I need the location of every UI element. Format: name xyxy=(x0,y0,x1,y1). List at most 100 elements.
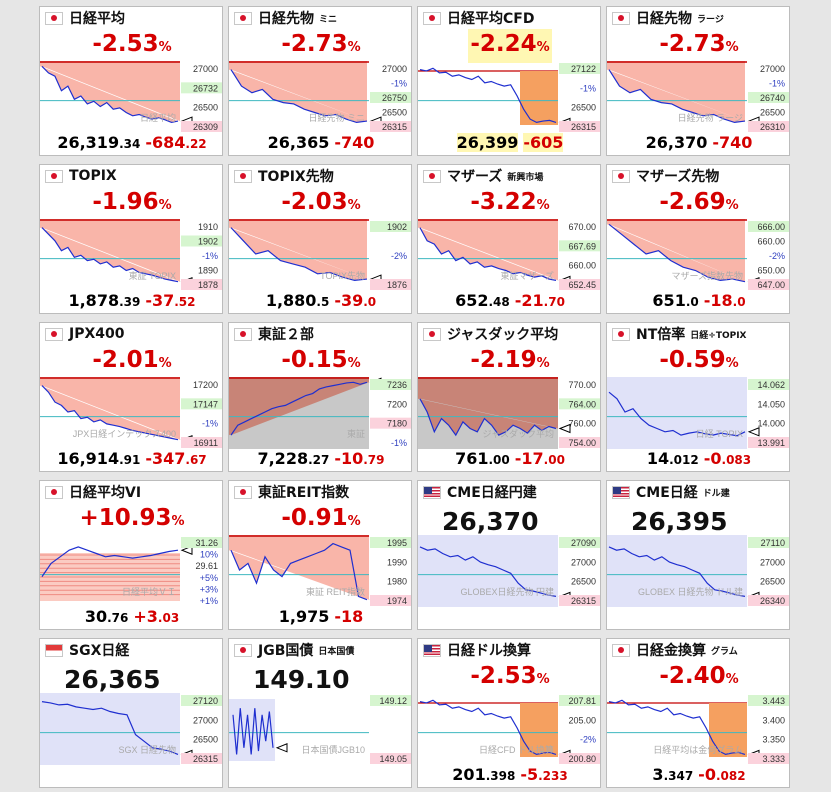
axis-label: 26740 xyxy=(760,93,785,103)
axis-label: 670.00 xyxy=(568,222,596,232)
tile-nt-ratio[interactable]: NT倍率 日経÷TOPIX -0.59% 日経 TOPIX 14.062 14.050 14… xyxy=(606,322,790,472)
tile-footer: 761.00 -17.00 xyxy=(418,449,600,468)
axis-label: 26500 xyxy=(760,108,785,118)
tile-topix[interactable]: TOPIX -1.96% 東証 TOPIX 1910 1902 -1% 1890 1878 1,… xyxy=(39,164,223,314)
high-tag xyxy=(370,221,411,232)
axis-label: 14.050 xyxy=(757,399,785,409)
tile-reit[interactable]: 東証REIT指数 -0.91% 東証 REIT指数 1995 1990 1980 1974 1… xyxy=(228,480,412,630)
price-change-int: -21 xyxy=(514,291,544,310)
tile-footer: 26,319.34 -684.22 xyxy=(40,133,222,152)
price-value: 26,365 xyxy=(64,665,161,694)
last-price: 16,914.91 xyxy=(57,449,140,468)
chart-watermark: 日経平均 xyxy=(140,112,176,123)
tile-nikkei-large[interactable]: 日経先物 ラージ -2.73% 日経先物 ラージ 27000 -1% 26740 26500 2… xyxy=(606,6,790,156)
percent-value: -2.24 xyxy=(470,31,537,57)
low-tag xyxy=(370,595,411,606)
percent-suffix: % xyxy=(347,514,361,529)
tile-sgx[interactable]: SGX日経 26,365 SGX 日経先物 27120 27000 26500 26315 xyxy=(39,638,223,788)
high-tag xyxy=(559,398,600,410)
tile-header: 日経先物 ラージ xyxy=(607,7,789,29)
tile-nikkei-cfd[interactable]: 日経平均CFD -2.24% 27122 -1% 26500 26315 26,399 -60… xyxy=(417,6,601,156)
tile-subname: 日経÷TOPIX xyxy=(690,330,747,341)
percent-change: -2.53% xyxy=(40,29,222,63)
tile-jasdaq[interactable]: ジャスダック平均 -2.19% ジャスダック平均 770.00 764.00 760.00… xyxy=(417,322,601,472)
price-change-dec: .52 xyxy=(174,295,196,309)
chart-fill xyxy=(709,703,747,757)
chart-fill xyxy=(229,61,367,123)
tile-cme-yen[interactable]: CME日経円建 26,370 GLOBEX日経先物 円建 27090 27000 2650… xyxy=(417,480,601,630)
axis-label: 26315 xyxy=(382,122,407,132)
tile-footer: 26,370 -740 xyxy=(607,133,789,152)
axis-label: 1878 xyxy=(198,280,218,290)
mini-chart: 日経先物 ラージ 27000 -1% 26740 26500 26310 xyxy=(607,61,789,132)
high-tag xyxy=(559,240,600,252)
percent-suffix: % xyxy=(347,356,361,371)
percent-value: -0.91 xyxy=(281,505,348,531)
chart-band xyxy=(607,377,747,449)
percent-value: -2.69 xyxy=(659,189,726,215)
low-tag xyxy=(559,121,600,132)
tile-mothers[interactable]: マザーズ 新興市場 -3.22% 東証マザーズ 670.00 667.69 660.00 65… xyxy=(417,164,601,314)
axis-label: 14.062 xyxy=(757,380,785,390)
price-change-dec: .083 xyxy=(721,453,752,467)
tile-tse2[interactable]: 東証２部 -0.15% 東証 7236 7200 7180 -1% 7,228.27 -10.7… xyxy=(228,322,412,472)
tile-mothers-fut[interactable]: マザーズ先物 -2.69% マザーズ指数先物 666.00 660.00 -2% 650.0… xyxy=(606,164,790,314)
jp-flag-icon xyxy=(45,169,63,183)
price-change-dec: .00 xyxy=(543,453,565,467)
price-line xyxy=(419,546,557,597)
jp-flag-icon xyxy=(45,327,63,341)
chart-fill xyxy=(607,219,745,282)
tile-cme-usd[interactable]: CME日経 ドル建 26,395 GLOBEX 日経先物 ドル建 27110 27000 2… xyxy=(606,480,790,630)
tile-nikkei-gold[interactable]: 日経金換算 グラム -2.40% 日経平均は金何グラム 3.443 3.400 3.350 3… xyxy=(606,638,790,788)
last-price: 26,365 xyxy=(268,133,330,152)
price-line xyxy=(419,699,557,756)
chart-fill xyxy=(520,703,558,757)
tile-nikkei-usd[interactable]: 日経ドル換算 -2.53% 日経CFD ドル換算 207.81 205.00 -2% 200… xyxy=(417,638,601,788)
tile-nikkei[interactable]: 日経平均 -2.53% 日経平均 27000 26732 26500 26309 26,319… xyxy=(39,6,223,156)
tile-header: 日経平均CFD xyxy=(418,7,600,29)
tile-header: NT倍率 日経÷TOPIX xyxy=(607,323,789,345)
last-price-int: 16,914 xyxy=(57,449,120,468)
axis-label: 26500 xyxy=(760,577,785,587)
price-change: -740 xyxy=(712,133,752,152)
axis-label: 27110 xyxy=(761,538,785,548)
tile-jpx400[interactable]: JPX400 -2.01% JPX日経インデックス400 17200 17147 -1% 1… xyxy=(39,322,223,472)
mini-chart: GLOBEX日経先物 円建 27090 27000 26500 26315 xyxy=(418,535,600,607)
last-price-dec: .34 xyxy=(119,137,141,151)
chart-watermark: 日経先物 ミニ xyxy=(308,112,365,123)
chart-watermark: GLOBEX日経先物 円建 xyxy=(460,586,554,597)
price-change-int: -39 xyxy=(334,291,364,310)
tile-header: 東証REIT指数 xyxy=(229,481,411,503)
percent-value: -2.03 xyxy=(281,189,348,215)
price-line xyxy=(419,67,557,124)
chart-fill xyxy=(607,61,745,123)
jp-flag-icon xyxy=(234,485,252,499)
percent-value: -2.40 xyxy=(659,663,726,689)
axis-label: 667.69 xyxy=(568,241,596,251)
tile-jgb[interactable]: JGB国債 日本国債 149.10 日本国債JGB10 149.12 149.05 xyxy=(228,638,412,788)
axis-label: 26315 xyxy=(571,596,596,606)
percent-change: -2.69% xyxy=(607,187,789,221)
us-flag-icon xyxy=(423,643,441,657)
chart-fill xyxy=(520,71,558,125)
axis-label: 26315 xyxy=(571,122,596,132)
tile-footer: 201.398 -5.233 xyxy=(418,765,600,784)
axis-label: 764.00 xyxy=(568,399,596,409)
axis-label: 3.350 xyxy=(762,735,785,745)
tile-nikkei-vi[interactable]: 日経平均VI +10.93% 日経平均ＶＩ 31.26 10% 29.61 +5% +3% +1… xyxy=(39,480,223,630)
price-line xyxy=(232,708,274,755)
last-price-int: 1,878 xyxy=(68,291,120,310)
axis-label: 1974 xyxy=(387,596,407,606)
axis-label: 26500 xyxy=(382,108,407,118)
price-line xyxy=(230,381,368,436)
high-tag xyxy=(748,695,789,706)
axis-label: 17200 xyxy=(193,380,218,390)
price-change-int: -347 xyxy=(145,449,186,468)
axis-label: 1876 xyxy=(387,280,407,290)
axis-label: -1% xyxy=(769,79,785,89)
tile-nikkei-mini[interactable]: 日経先物 ミニ -2.73% 日経先物 ミニ 27000 -1% 26750 26500 263… xyxy=(228,6,412,156)
axis-label: 754.00 xyxy=(568,438,596,448)
tile-header: JGB国債 日本国債 xyxy=(229,639,411,661)
percent-value: -3.22 xyxy=(470,189,537,215)
tile-topix-fut[interactable]: TOPIX先物 -2.03% TOPIX先物 1902 -2% 1876 1,880.5 -3… xyxy=(228,164,412,314)
